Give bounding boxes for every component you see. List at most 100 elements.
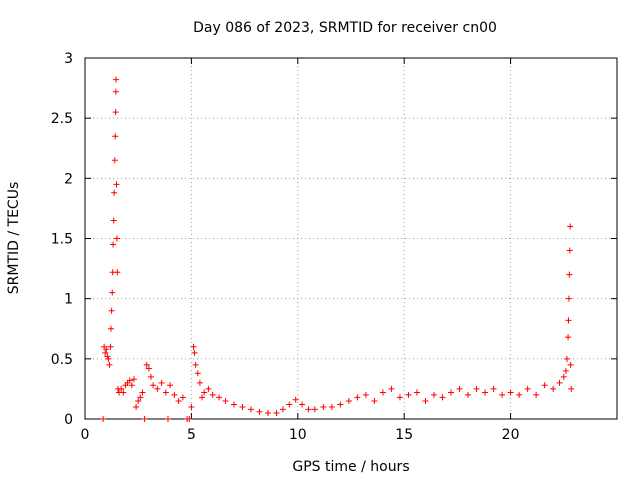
data-point bbox=[130, 376, 137, 383]
data-point bbox=[113, 76, 120, 83]
data-point bbox=[222, 397, 229, 404]
x-axis-label: GPS time / hours bbox=[292, 459, 409, 475]
data-point bbox=[556, 379, 563, 386]
data-point bbox=[566, 247, 573, 254]
data-point bbox=[135, 397, 142, 404]
data-point bbox=[141, 416, 148, 422]
data-point bbox=[563, 355, 570, 362]
data-point bbox=[102, 349, 109, 356]
data-point bbox=[154, 385, 161, 392]
data-point bbox=[230, 401, 237, 408]
data-point bbox=[188, 403, 195, 410]
data-point bbox=[113, 235, 120, 242]
data-point bbox=[110, 241, 117, 248]
data-point bbox=[279, 406, 286, 413]
data-point bbox=[137, 394, 144, 401]
data-point bbox=[105, 355, 112, 362]
y-tick-label: 1 bbox=[64, 292, 73, 308]
data-point bbox=[379, 389, 386, 396]
data-point bbox=[109, 289, 116, 296]
data-point bbox=[112, 109, 119, 116]
data-point bbox=[465, 391, 472, 398]
data-point bbox=[145, 365, 152, 372]
data-point bbox=[396, 394, 403, 401]
y-axis-label: SRMTID / TECUs bbox=[6, 182, 22, 295]
data-point bbox=[273, 409, 280, 416]
data-point bbox=[328, 403, 335, 410]
grid-lines bbox=[85, 58, 617, 419]
data-point bbox=[179, 394, 186, 401]
data-point bbox=[191, 349, 198, 356]
data-point bbox=[371, 397, 378, 404]
data-point bbox=[158, 379, 165, 386]
data-point bbox=[292, 396, 299, 403]
x-tick-label: 0 bbox=[81, 427, 90, 443]
y-tick-label: 1.5 bbox=[51, 232, 73, 248]
data-point bbox=[199, 394, 206, 401]
data-point bbox=[192, 361, 199, 368]
data-point bbox=[362, 391, 369, 398]
x-tick-label: 15 bbox=[395, 427, 413, 443]
data-point bbox=[566, 271, 573, 278]
data-point bbox=[111, 189, 118, 196]
data-point bbox=[106, 361, 113, 368]
data-point bbox=[126, 377, 133, 384]
data-point bbox=[568, 385, 575, 392]
data-point bbox=[194, 370, 201, 377]
data-point bbox=[111, 157, 118, 164]
data-point bbox=[422, 397, 429, 404]
data-point bbox=[354, 394, 361, 401]
data-point bbox=[286, 401, 293, 408]
data-point bbox=[128, 382, 135, 389]
chart-title: Day 086 of 2023, SRMTID for receiver cn0… bbox=[193, 20, 497, 36]
data-point bbox=[299, 401, 306, 408]
data-point bbox=[565, 334, 572, 341]
data-point bbox=[533, 391, 540, 398]
data-point bbox=[201, 389, 208, 396]
data-point bbox=[507, 389, 514, 396]
y-tick-label: 0.5 bbox=[51, 352, 73, 368]
data-point bbox=[139, 389, 146, 396]
data-point bbox=[150, 382, 157, 389]
data-point bbox=[405, 391, 412, 398]
y-tick-label: 3 bbox=[64, 51, 73, 67]
axis-ticks: 0 5 10 15 20 0 0.5 1 1.5 2 2.5 3 bbox=[51, 51, 617, 443]
data-point bbox=[133, 403, 140, 410]
data-point bbox=[567, 223, 574, 230]
data-point bbox=[560, 373, 567, 380]
data-point bbox=[167, 382, 174, 389]
data-point bbox=[247, 406, 254, 413]
x-tick-label: 10 bbox=[289, 427, 307, 443]
data-point bbox=[110, 217, 117, 224]
data-point bbox=[439, 394, 446, 401]
data-point bbox=[107, 325, 114, 332]
data-point bbox=[118, 385, 125, 392]
data-point bbox=[565, 295, 572, 302]
data-point bbox=[239, 403, 246, 410]
data-point bbox=[100, 416, 107, 422]
x-tick-label: 20 bbox=[502, 427, 520, 443]
data-point bbox=[345, 397, 352, 404]
data-point bbox=[305, 406, 312, 413]
data-point bbox=[482, 389, 489, 396]
x-tick-label: 5 bbox=[187, 427, 196, 443]
data-point bbox=[190, 343, 197, 350]
data-point bbox=[256, 408, 263, 415]
data-point bbox=[107, 343, 114, 350]
data-point bbox=[562, 367, 569, 374]
data-point bbox=[388, 385, 395, 392]
data-points bbox=[100, 76, 575, 422]
data-point bbox=[196, 379, 203, 386]
data-point bbox=[490, 385, 497, 392]
data-point bbox=[430, 391, 437, 398]
data-point bbox=[524, 385, 531, 392]
data-point bbox=[565, 317, 572, 324]
data-point bbox=[205, 385, 212, 392]
data-point bbox=[567, 361, 574, 368]
data-point bbox=[448, 389, 455, 396]
data-point bbox=[164, 416, 171, 422]
data-point bbox=[112, 88, 119, 95]
data-point bbox=[162, 389, 169, 396]
data-point bbox=[456, 385, 463, 392]
